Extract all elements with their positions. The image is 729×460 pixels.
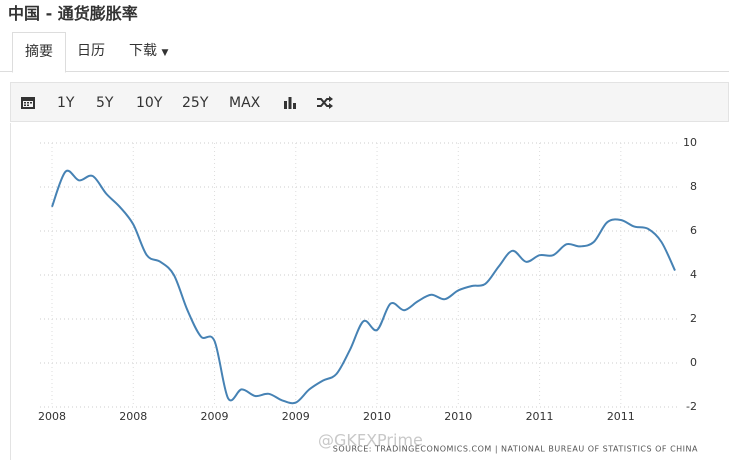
watermark: @GKFXPrime [318, 431, 423, 450]
range-button[interactable]: 5Y [96, 95, 114, 111]
dropdown-caret: ▼ [161, 48, 169, 58]
y-tick-label: 4 [690, 268, 697, 281]
range-button[interactable]: MAX [229, 95, 261, 111]
y-tick-label: 6 [690, 224, 697, 237]
tab-label: 下载 [129, 43, 157, 59]
x-tick-label: 2008 [38, 410, 66, 423]
y-tick-label: 8 [690, 180, 697, 193]
tab[interactable]: 下载 ▼ [117, 32, 180, 71]
x-tick-label: 2010 [444, 410, 472, 423]
y-tick-label: -2 [686, 400, 697, 413]
tab[interactable]: 摘要 [12, 32, 66, 73]
y-tick-label: 10 [683, 136, 697, 149]
data-line [51, 169, 676, 405]
x-tick-label: 2011 [526, 410, 554, 423]
y-tick-label: 2 [690, 312, 697, 325]
bar-chart-icon[interactable] [283, 96, 297, 109]
range-button[interactable]: 10Y [136, 95, 163, 111]
tab[interactable]: 日历 [77, 43, 105, 59]
x-tick-label: 2009 [201, 410, 229, 423]
y-tick-label: 0 [690, 356, 697, 369]
tab-bar: 摘要 日历 下载 ▼ [0, 32, 729, 73]
range-button[interactable]: 25Y [182, 95, 209, 111]
source-note: SOURCE: TRADINGECONOMICS.COM | NATIONAL … [333, 445, 698, 454]
range-button[interactable]: 1Y [57, 95, 75, 111]
x-tick-label: 2009 [282, 410, 310, 423]
toolbar: 1Y 5Y 10Y 25Y MAX [10, 82, 729, 122]
shuffle-icon[interactable] [317, 96, 333, 109]
x-tick-label: 2010 [363, 410, 391, 423]
x-tick-label: 2008 [119, 410, 147, 423]
x-tick-label: 2011 [607, 410, 635, 423]
calendar-icon[interactable] [21, 96, 35, 109]
page-title: 中国 - 通货膨胀率 [8, 4, 138, 23]
